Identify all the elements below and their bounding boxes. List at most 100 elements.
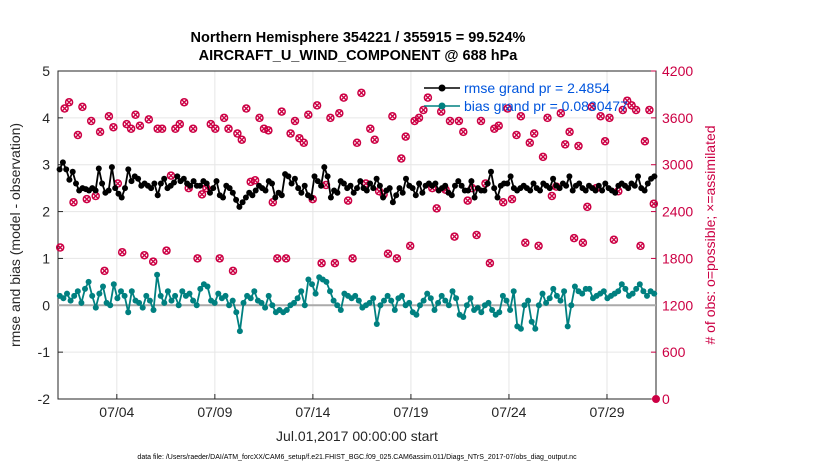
bias-point: [373, 321, 380, 327]
bias-point: [644, 292, 650, 299]
obs-possible-point: [109, 122, 118, 132]
obs-assimilated-point: [211, 125, 219, 133]
obs-possible-point: [197, 190, 207, 199]
y-right-tick-label: 0: [662, 391, 670, 407]
obs-assimilated-point: [574, 142, 582, 150]
rmse-point: [311, 173, 318, 180]
obs-assimilated-point: [176, 120, 184, 128]
rmse-point: [334, 189, 341, 196]
bias-point: [312, 290, 319, 297]
obs-assimilated-point: [566, 128, 574, 136]
bias-point: [503, 297, 510, 304]
obs-possible-point: [348, 254, 357, 263]
obs-assimilated-point: [495, 122, 503, 130]
rmse-point: [233, 196, 240, 203]
y-tick-label: 1: [42, 250, 50, 266]
rmse-point: [285, 173, 292, 180]
bias-point: [370, 295, 377, 302]
obs-possible-point: [583, 202, 592, 212]
bias-point: [229, 297, 236, 304]
rmse-point: [393, 192, 400, 199]
bias-point: [496, 309, 503, 316]
bias-point: [377, 302, 384, 309]
obs-assimilated-point: [464, 197, 472, 205]
obs-assimilated-point: [419, 106, 427, 114]
obs-possible-point: [157, 124, 167, 134]
rmse-point: [448, 192, 455, 199]
rmse-point: [128, 178, 135, 185]
x-axis: 07/04 07/09 07/14 07/19 07/24 07/29: [99, 394, 625, 420]
rmse-point: [301, 182, 308, 189]
obs-assimilated-point: [521, 239, 529, 247]
bias-point: [507, 307, 514, 313]
rmse-point: [458, 182, 465, 189]
obs-assimilated-point: [189, 125, 197, 133]
obs-assimilated-point: [579, 239, 587, 247]
obs-possible-point: [432, 204, 441, 213]
obs-possible-point: [255, 113, 264, 123]
rmse-point: [207, 189, 213, 196]
obs-assimilated-point: [96, 128, 104, 136]
bias-point: [499, 292, 506, 299]
obs-assimilated-point: [548, 192, 556, 200]
bias-point: [427, 295, 434, 302]
bias-point: [107, 302, 114, 309]
obs-assimilated-point: [198, 190, 206, 198]
obs-assimilated-point: [291, 117, 299, 125]
obs-assimilated-point: [287, 129, 295, 137]
obs-assimilated-point: [397, 154, 405, 162]
obs-possible-point: [100, 266, 109, 276]
rmse-point: [226, 185, 233, 192]
obs-possible-point: [140, 251, 149, 260]
obs-possible-point: [286, 129, 295, 138]
x-tick-label: 07/09: [197, 404, 232, 420]
rmse-point: [409, 185, 416, 192]
obs-possible-point: [609, 235, 619, 244]
rmse-point: [631, 182, 638, 189]
bias-point: [215, 290, 222, 297]
obs-possible-point: [277, 107, 286, 116]
obs-assimilated-point: [118, 248, 126, 256]
obs-assimilated-point: [127, 125, 135, 133]
bias-point: [197, 285, 204, 292]
bias-point: [222, 292, 229, 299]
obs-possible-point: [600, 137, 610, 146]
obs-possible-point: [188, 124, 198, 134]
legend-bias-label: bias grand pr = 0.0830477: [464, 98, 628, 114]
obs-assimilated-point: [570, 234, 578, 242]
obs-assimilated-point: [335, 109, 343, 117]
bias-point: [164, 288, 171, 295]
rmse-point: [154, 192, 161, 199]
obs-assimilated-point: [340, 94, 348, 102]
obs-possible-point: [565, 127, 574, 137]
rmse-point: [455, 178, 462, 185]
obs-assimilated-point: [641, 137, 649, 145]
rmse-point: [363, 187, 370, 194]
rmse-point: [308, 194, 315, 201]
obs-possible-point: [525, 138, 535, 148]
obs-assimilated-point: [411, 117, 419, 125]
obs-possible-point: [193, 254, 202, 263]
obs-assimilated-point: [512, 131, 520, 139]
obs-possible-point: [454, 116, 464, 126]
obs-assimilated-point: [455, 117, 463, 125]
obs-assimilated-point: [167, 172, 175, 180]
bias-point: [258, 299, 265, 306]
bias-point: [510, 288, 517, 295]
bias-point: [71, 292, 78, 299]
obs-assimilated-point: [313, 101, 321, 109]
rmse-point: [56, 166, 63, 173]
obs-possible-point: [250, 176, 260, 185]
bias-point: [251, 288, 258, 295]
obs-possible-point: [162, 246, 171, 255]
obs-possible-point: [131, 110, 140, 119]
rmse-point: [380, 194, 387, 201]
y-right-tick-label: 3600: [662, 110, 693, 126]
obs-possible-point: [343, 196, 353, 205]
y-tick-label: 0: [42, 297, 50, 313]
obs-assimilated-point: [597, 112, 605, 120]
obs-possible-point: [95, 127, 105, 137]
rmse-point: [641, 187, 648, 194]
bias-point: [128, 288, 135, 295]
rmse-point: [484, 180, 491, 187]
